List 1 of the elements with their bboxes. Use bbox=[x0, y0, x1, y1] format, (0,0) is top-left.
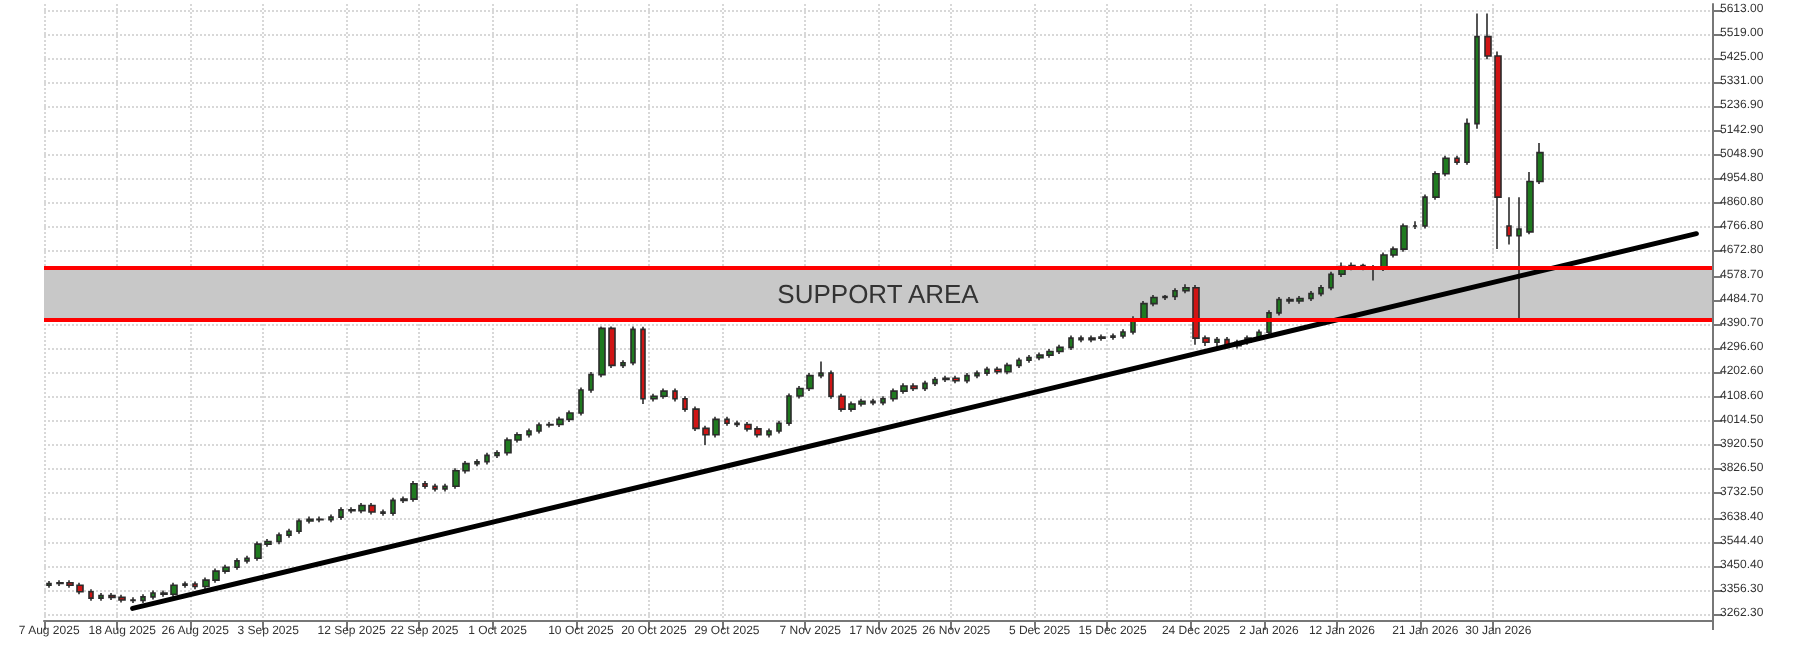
band-label: SUPPORT AREA bbox=[777, 278, 980, 309]
